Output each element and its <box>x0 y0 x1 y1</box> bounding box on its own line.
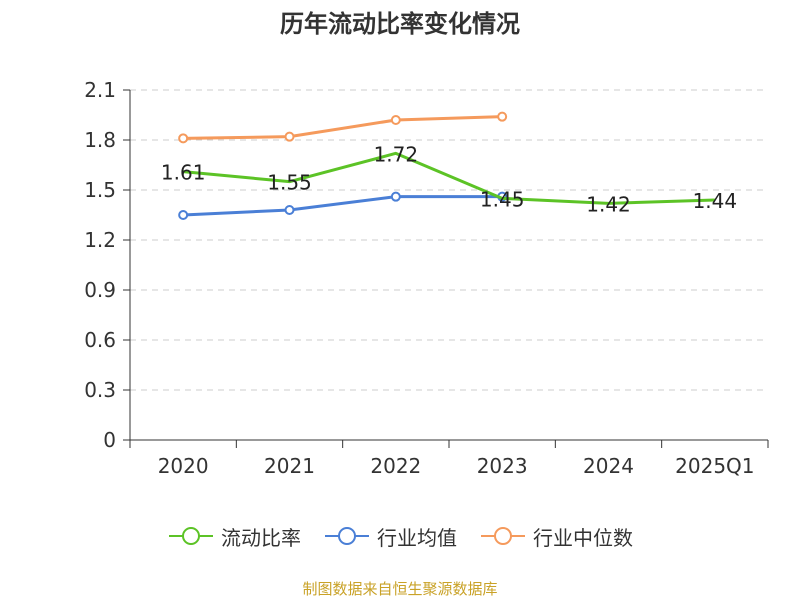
legend-item-current-ratio[interactable]: 流动比率 <box>167 522 301 551</box>
x-tick-label: 2025Q1 <box>675 454 754 478</box>
y-tick-label: 2.1 <box>84 78 116 102</box>
chart-title: 历年流动比率变化情况 <box>280 10 520 38</box>
data-label: 1.42 <box>586 192 631 216</box>
legend-swatch-industry-avg <box>325 527 369 545</box>
data-point-industry-median <box>178 133 189 144</box>
y-tick-label: 0 <box>103 428 116 452</box>
data-label: 1.72 <box>374 142 419 166</box>
data-label: 1.55 <box>267 171 312 195</box>
data-label: 1.45 <box>480 187 525 211</box>
y-tick-label: 1.5 <box>84 178 116 202</box>
x-tick-label: 2020 <box>158 454 209 478</box>
y-tick-label: 1.2 <box>84 228 116 252</box>
series-line-industry-avg <box>183 195 503 217</box>
x-tick-label: 2024 <box>583 454 634 478</box>
y-tick-label: 0.3 <box>84 378 116 402</box>
y-tick-label: 0.9 <box>84 278 116 302</box>
legend-label-industry-avg: 行业均值 <box>377 525 457 550</box>
legend-label-current-ratio: 流动比率 <box>221 525 301 550</box>
legend-swatch-current-ratio <box>169 527 213 545</box>
data-point-industry-median <box>390 115 401 125</box>
x-tick-label: 2022 <box>370 454 421 478</box>
x-tick-label: 2023 <box>477 454 528 478</box>
x-tick-label: 2021 <box>264 454 315 478</box>
legend-item-industry-median[interactable]: 行业中位数 <box>479 522 633 551</box>
legend-label-industry-median: 行业中位数 <box>533 525 633 550</box>
y-tick-label: 1.8 <box>84 128 116 152</box>
legend-item-industry-avg[interactable]: 行业均值 <box>323 522 457 551</box>
data-label: 1.44 <box>693 189 738 213</box>
data-point-industry-median <box>284 131 295 142</box>
data-label: 1.61 <box>161 161 206 185</box>
data-point-industry-avg <box>284 205 295 215</box>
series-line-industry-median <box>183 115 503 140</box>
legend-swatch-industry-median <box>481 527 525 545</box>
chart-legend: 流动比率 行业均值 行业中位数 <box>0 520 800 552</box>
source-note: 制图数据来自恒生聚源数据库 <box>302 580 498 598</box>
series-line-current-ratio <box>183 151 715 205</box>
data-point-industry-avg <box>178 210 189 220</box>
line-chart: 0 0.3 0.6 0.9 1.2 1.5 1.8 2.1 2020 2021 2022 2023 20… <box>84 78 769 478</box>
data-point-industry-avg <box>390 191 401 202</box>
data-point-industry-median <box>497 111 508 122</box>
y-tick-label: 0.6 <box>84 328 116 352</box>
